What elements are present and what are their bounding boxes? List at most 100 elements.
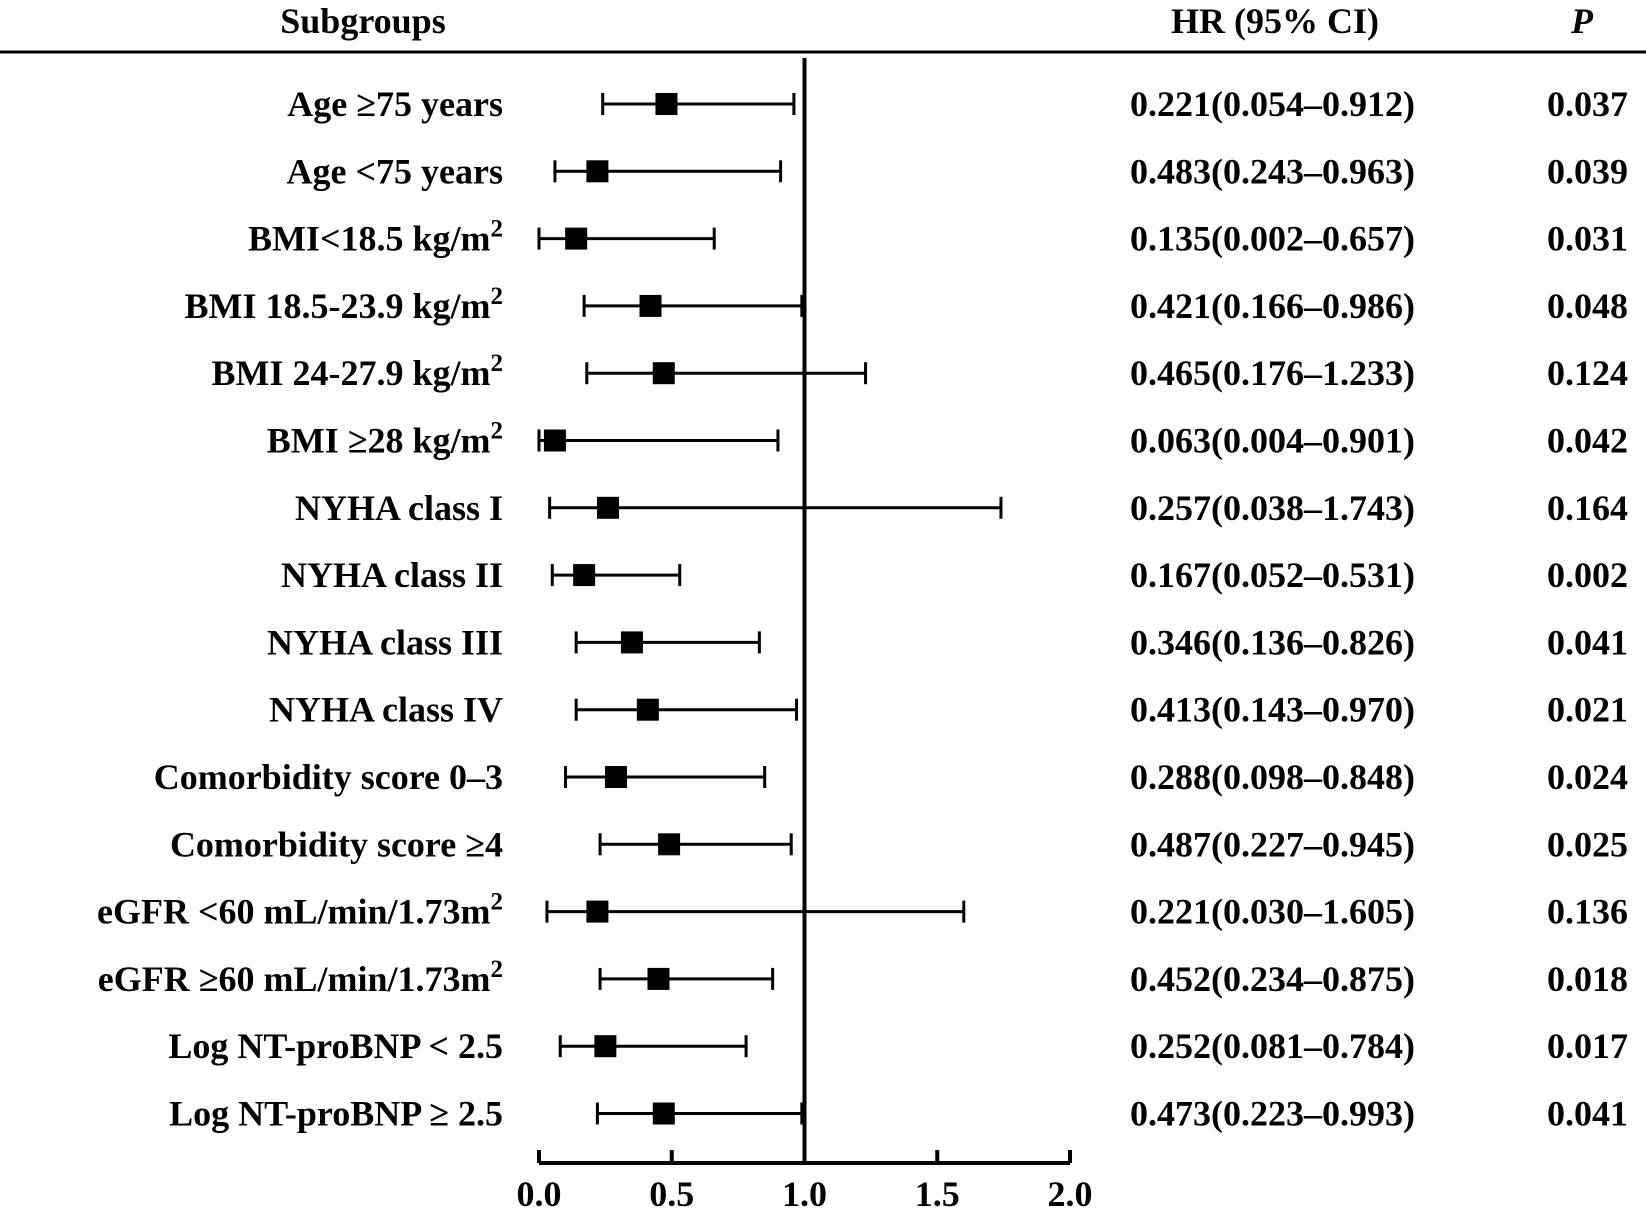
p-value: 0.048 xyxy=(1547,286,1628,326)
header-p: P xyxy=(1570,1,1594,41)
row-label: NYHA class III xyxy=(267,622,503,662)
row-label-text: BMI 24-27.9 kg/m xyxy=(212,353,491,393)
forest-row: BMI 24-27.9 kg/m2 0.465(0.176–1.233) 0.124 xyxy=(212,350,1629,393)
row-label-text: BMI<18.5 kg/m xyxy=(248,219,491,259)
row-label: Age <75 years xyxy=(287,151,503,191)
p-value: 0.039 xyxy=(1547,151,1628,191)
forest-row: Log NT-proBNP ≥ 2.5 0.473(0.223–0.993) 0.0… xyxy=(169,1094,1628,1134)
row-label: BMI 24-27.9 kg/m2 xyxy=(212,350,504,393)
p-value: 0.164 xyxy=(1547,488,1628,528)
row-label-superscript: 2 xyxy=(491,956,504,983)
hr-point xyxy=(652,362,675,385)
row-label: NYHA class I xyxy=(295,488,503,528)
hr-point xyxy=(594,1035,617,1058)
forest-row: Age <75 years 0.483(0.243–0.963) 0.039 xyxy=(287,151,1628,191)
row-label-text: NYHA class IV xyxy=(269,690,503,730)
row-label-superscript: 2 xyxy=(491,350,504,377)
row-label-text: Age <75 years xyxy=(287,151,503,191)
hr-point xyxy=(597,496,620,519)
row-label: BMI<18.5 kg/m2 xyxy=(248,216,503,259)
row-label: NYHA class IV xyxy=(269,690,503,730)
p-value: 0.018 xyxy=(1547,959,1628,999)
forest-row: BMI 18.5-23.9 kg/m2 0.421(0.166–0.986) 0.0… xyxy=(185,283,1629,326)
row-label-text: NYHA class I xyxy=(295,488,503,528)
hr-ci-text: 0.257(0.038–1.743) xyxy=(1130,488,1415,528)
row-label-text: NYHA class II xyxy=(281,555,503,595)
row-label-text: NYHA class III xyxy=(267,622,503,662)
row-label: Age ≥75 years xyxy=(287,84,503,124)
forest-row: Comorbidity score 0–3 0.288(0.098–0.848) 0… xyxy=(154,757,1628,797)
hr-point xyxy=(620,631,643,654)
p-value: 0.124 xyxy=(1547,353,1628,393)
hr-ci-text: 0.063(0.004–0.901) xyxy=(1130,421,1415,461)
row-label-text: BMI ≥28 kg/m xyxy=(267,421,491,461)
row-label-text: Log NT-proBNP < 2.5 xyxy=(168,1026,503,1066)
p-value: 0.042 xyxy=(1547,421,1628,461)
hr-ci-text: 0.421(0.166–0.986) xyxy=(1130,286,1415,326)
hr-ci-text: 0.346(0.136–0.826) xyxy=(1130,622,1415,662)
row-label: eGFR <60 mL/min/1.73m2 xyxy=(97,889,503,932)
hr-point xyxy=(573,564,596,587)
hr-ci-text: 0.465(0.176–1.233) xyxy=(1130,353,1415,393)
p-value: 0.024 xyxy=(1547,757,1628,797)
hr-point xyxy=(586,900,609,923)
row-label-superscript: 2 xyxy=(491,283,504,310)
hr-ci-text: 0.167(0.052–0.531) xyxy=(1130,555,1415,595)
p-value: 0.041 xyxy=(1547,1094,1628,1134)
row-label-superscript: 2 xyxy=(491,889,504,916)
header-hr: HR (95% CI) xyxy=(1171,1,1379,41)
row-label: Comorbidity score 0–3 xyxy=(154,757,503,797)
hr-point xyxy=(647,967,670,990)
hr-point xyxy=(655,93,678,115)
row-label: Log NT-proBNP < 2.5 xyxy=(168,1026,503,1066)
forest-row: NYHA class I 0.257(0.038–1.743) 0.164 xyxy=(295,488,1628,528)
hr-point xyxy=(586,160,609,183)
row-label-text: Comorbidity score ≥4 xyxy=(170,824,503,864)
hr-ci-text: 0.473(0.223–0.993) xyxy=(1130,1094,1415,1134)
hr-ci-text: 0.288(0.098–0.848) xyxy=(1130,757,1415,797)
p-value: 0.031 xyxy=(1547,219,1628,259)
hr-ci-text: 0.252(0.081–0.784) xyxy=(1130,1026,1415,1066)
row-label: Log NT-proBNP ≥ 2.5 xyxy=(169,1094,503,1134)
p-value: 0.041 xyxy=(1547,622,1628,662)
p-value: 0.021 xyxy=(1547,690,1628,730)
forest-row: Comorbidity score ≥4 0.487(0.227–0.945) 0.… xyxy=(170,824,1628,864)
row-label: BMI 18.5-23.9 kg/m2 xyxy=(185,283,504,326)
hr-point xyxy=(652,1102,675,1125)
row-label-text: Age ≥75 years xyxy=(287,84,503,124)
p-value: 0.025 xyxy=(1547,824,1628,864)
hr-ci-text: 0.483(0.243–0.963) xyxy=(1130,151,1415,191)
forest-rows: Age ≥75 years 0.221(0.054–0.912) 0.037Age … xyxy=(97,84,1628,1134)
hr-ci-text: 0.135(0.002–0.657) xyxy=(1130,219,1415,259)
x-axis-ticks: 0.0 0.5 1.0 1.5 2.0 xyxy=(517,1150,1093,1214)
hr-ci-text: 0.452(0.234–0.875) xyxy=(1130,959,1415,999)
x-tick-label: 1.0 xyxy=(782,1174,827,1214)
row-label: NYHA class II xyxy=(281,555,503,595)
forest-row: NYHA class IV 0.413(0.143–0.970) 0.021 xyxy=(269,690,1628,730)
row-label: eGFR ≥60 mL/min/1.73m2 xyxy=(98,956,503,999)
row-label-text: Log NT-proBNP ≥ 2.5 xyxy=(169,1094,503,1134)
hr-point xyxy=(543,429,566,452)
forest-row: NYHA class II 0.167(0.052–0.531) 0.002 xyxy=(281,555,1628,595)
hr-point xyxy=(636,698,659,721)
row-label-text: Comorbidity score 0–3 xyxy=(154,757,503,797)
hr-point xyxy=(565,227,588,250)
forest-row: Age ≥75 years 0.221(0.054–0.912) 0.037 xyxy=(287,84,1628,124)
forest-row: eGFR <60 mL/min/1.73m2 0.221(0.030–1.605)… xyxy=(97,889,1628,932)
hr-ci-text: 0.487(0.227–0.945) xyxy=(1130,824,1415,864)
hr-ci-text: 0.413(0.143–0.970) xyxy=(1130,690,1415,730)
row-label-text: eGFR ≥60 mL/min/1.73m xyxy=(98,959,491,999)
x-tick-label: 1.5 xyxy=(915,1174,960,1214)
row-label-text: eGFR <60 mL/min/1.73m xyxy=(97,892,491,932)
header-subgroups: Subgroups xyxy=(280,1,445,41)
hr-point xyxy=(658,833,681,856)
p-value: 0.002 xyxy=(1547,555,1628,595)
x-tick-label: 0.5 xyxy=(649,1174,694,1214)
hr-point xyxy=(604,766,627,788)
row-label: BMI ≥28 kg/m2 xyxy=(267,418,503,461)
p-value: 0.037 xyxy=(1547,84,1628,124)
x-tick-label: 0.0 xyxy=(517,1174,562,1214)
forest-row: BMI<18.5 kg/m2 0.135(0.002–0.657) 0.031 xyxy=(248,216,1628,259)
forest-row: eGFR ≥60 mL/min/1.73m2 0.452(0.234–0.875)… xyxy=(98,956,1628,999)
